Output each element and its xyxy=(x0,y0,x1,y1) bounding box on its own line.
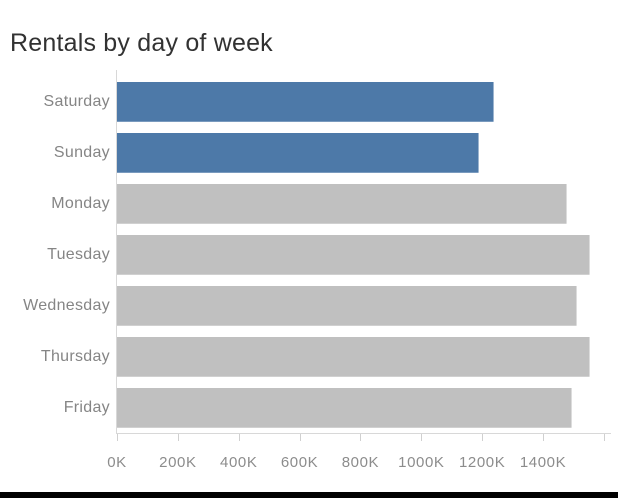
chart-title: Rentals by day of week xyxy=(10,29,273,57)
x-axis-tick-mark xyxy=(603,434,605,441)
bar-monday[interactable] xyxy=(117,184,568,225)
x-axis-tick-label: 1400K xyxy=(519,454,567,471)
bar-thursday[interactable] xyxy=(117,336,591,377)
y-axis-line xyxy=(116,70,117,434)
x-axis-tick-label: 1000K xyxy=(398,454,445,471)
bar-friday[interactable] xyxy=(117,387,572,428)
x-axis-tick-mark xyxy=(360,434,362,441)
x-axis-tick-mark xyxy=(482,434,484,441)
bar-saturday[interactable] xyxy=(117,82,495,123)
x-axis-tick-label: 400K xyxy=(220,454,258,471)
window-bottom-edge xyxy=(0,492,618,498)
category-label-monday[interactable]: Monday xyxy=(51,195,110,213)
x-axis-tick-mark xyxy=(543,434,545,441)
category-label-sunday[interactable]: Sunday xyxy=(53,144,110,162)
category-label-saturday[interactable]: Saturday xyxy=(43,93,110,111)
category-label-friday[interactable]: Friday xyxy=(63,398,110,416)
x-axis-tick-label: 200K xyxy=(159,454,197,471)
x-axis-tick-mark xyxy=(299,434,301,441)
x-axis-tick-label: 1200K xyxy=(458,454,506,471)
bar-wednesday[interactable] xyxy=(117,285,577,326)
x-axis-tick-label: 0K xyxy=(107,454,127,471)
bar-tuesday[interactable] xyxy=(117,235,591,275)
x-axis-tick-mark xyxy=(177,434,179,441)
x-axis-tick-mark xyxy=(117,434,118,441)
x-axis-line xyxy=(116,433,611,434)
x-axis-tick-label: 800K xyxy=(341,454,380,471)
x-axis-tick-mark xyxy=(238,434,240,441)
category-label-wednesday[interactable]: Wednesday xyxy=(23,296,110,314)
plot-area: 0K 200K 400K 600K 800K 1000K 1200K 1400K xyxy=(107,70,611,471)
x-axis-tick-mark xyxy=(421,434,423,441)
x-axis-tick-label: 600K xyxy=(280,454,319,471)
category-label-tuesday[interactable]: Tuesday xyxy=(47,246,110,263)
category-label-thursday[interactable]: Thursday xyxy=(40,347,110,365)
bar-sunday[interactable] xyxy=(117,133,480,174)
